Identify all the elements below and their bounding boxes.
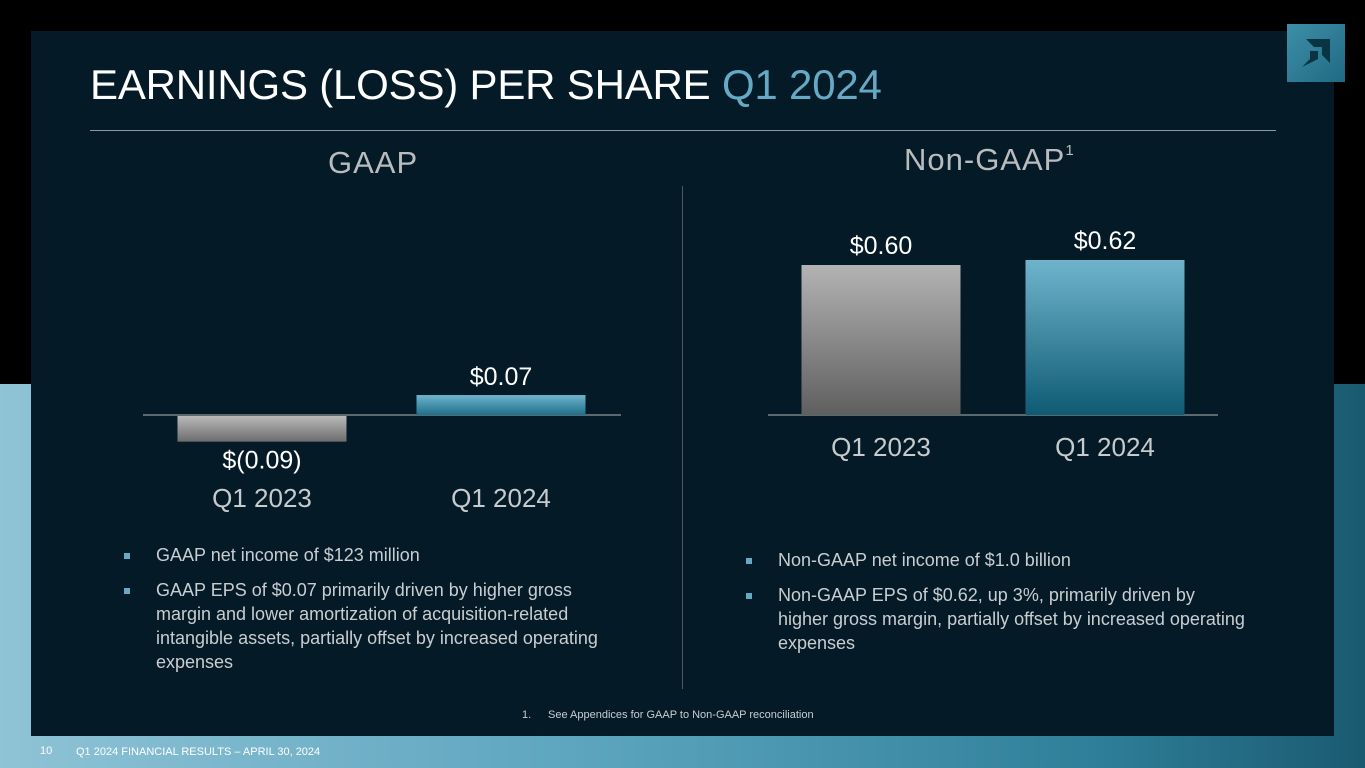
nongaap-data-label: $0.62 [1074, 227, 1137, 255]
title-divider [90, 130, 1276, 131]
gaap-bar-q1-2023 [177, 416, 347, 442]
gaap-heading: GAAP [328, 145, 419, 180]
nongaap-heading: Non-GAAP1 [904, 142, 1074, 178]
nongaap-category-label: Q1 2023 [831, 432, 931, 462]
footnote: 1. See Appendices for GAAP to Non-GAAP re… [522, 709, 814, 721]
gaap-data-label: $0.07 [470, 363, 533, 391]
nongaap-bullet-item: Non-GAAP EPS of $0.62, up 3%, primarily … [746, 583, 1246, 655]
amd-logo-icon [1287, 24, 1345, 82]
gaap-category-label: Q1 2024 [451, 483, 551, 513]
title-accent: Q1 2024 [721, 61, 882, 108]
nongaap-bullet-item: Non-GAAP net income of $1.0 billion [746, 548, 1246, 572]
nongaap-bar-q1-2023 [801, 265, 961, 415]
footer-text: Q1 2024 FINANCIAL RESULTS – APRIL 30, 20… [76, 746, 321, 758]
nongaap-heading-text: Non-GAAP [904, 142, 1066, 177]
gaap-bullet-item: GAAP net income of $123 million [124, 543, 624, 567]
gaap-eps-chart: $(0.09) Q1 2023 $0.07 Q1 2024 [143, 363, 621, 513]
footnote-text: See Appendices for GAAP to Non-GAAP reco… [548, 709, 814, 721]
footnote-number: 1. [522, 709, 532, 721]
gaap-bar-q1-2024 [416, 395, 586, 415]
page-number: 10 [40, 745, 53, 757]
nongaap-footnote-marker: 1 [1065, 141, 1074, 159]
nongaap-category-label: Q1 2024 [1055, 432, 1155, 462]
nongaap-eps-chart: $0.60 Q1 2023 $0.62 Q1 2024 [768, 227, 1218, 462]
gaap-category-label: Q1 2023 [212, 483, 312, 513]
page-title: EARNINGS (LOSS) PER SHARE Q1 2024 [90, 61, 882, 109]
nongaap-data-label: $0.60 [850, 232, 913, 260]
section-divider [682, 186, 683, 689]
gaap-bullet-item: GAAP EPS of $0.07 primarily driven by hi… [124, 578, 624, 674]
gaap-bullet-list: GAAP net income of $123 million GAAP EPS… [124, 543, 624, 685]
nongaap-bullet-list: Non-GAAP net income of $1.0 billion Non-… [746, 548, 1246, 666]
title-main: EARNINGS (LOSS) PER SHARE [90, 61, 711, 108]
nongaap-bar-q1-2024 [1025, 260, 1185, 415]
gaap-data-label: $(0.09) [222, 447, 301, 475]
